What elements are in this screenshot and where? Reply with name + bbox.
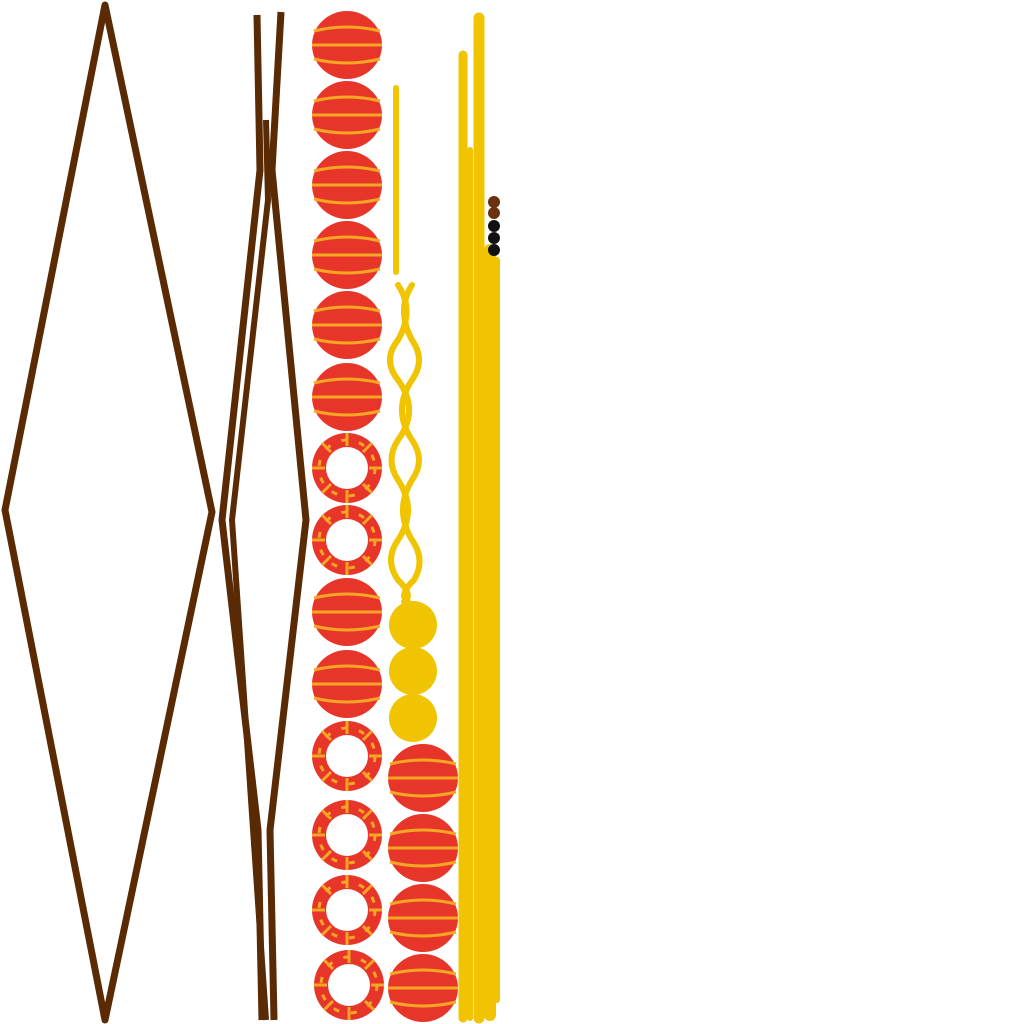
small-dark-beads (488, 196, 500, 256)
red-bead-column-2 (386, 742, 460, 1024)
brown-cord-middle (228, 119, 272, 1021)
yellow-beads (389, 601, 437, 742)
red-bead-column (310, 9, 386, 1022)
brown-cord-right (266, 11, 310, 1021)
brown-diamond (1, 1, 216, 1024)
yellow-chain (387, 85, 423, 605)
yellow-sticks (458, 12, 500, 1024)
